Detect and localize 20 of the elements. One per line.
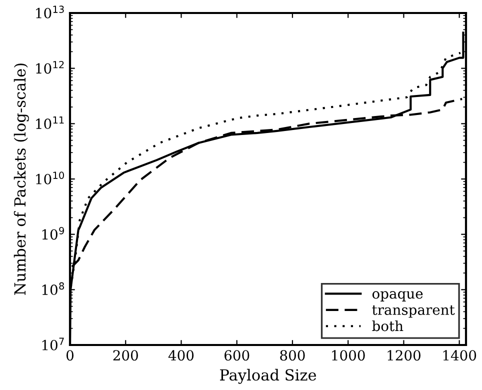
y-tick-label: 10$^{11}$ — [36, 116, 64, 130]
x-tick-label: 400 — [168, 350, 194, 361]
y-tick-label: 10$^{13}$ — [36, 6, 64, 18]
x-tick-label: 200 — [113, 350, 138, 361]
x-tick-label: 1400 — [443, 350, 476, 361]
x-tick-label: 1000 — [332, 350, 365, 361]
y-tick-label: 10$^{7}$ — [42, 338, 64, 350]
y-axis-title: Number of Packets (log-scale) — [14, 64, 29, 295]
y-tick-label: 10$^{12}$ — [36, 60, 64, 74]
y-tick-label: 10$^{8}$ — [42, 282, 64, 296]
y-tick-label: 10$^{9}$ — [42, 226, 64, 240]
x-axis-title: Payload Size — [220, 368, 316, 384]
x-tick-label: 0 — [66, 350, 74, 361]
x-tick-label: 1200 — [388, 350, 420, 361]
legend-label: opaque — [372, 291, 423, 302]
legend-label: transparent — [372, 305, 455, 318]
y-tick-label: 10$^{10}$ — [36, 172, 64, 184]
legend-label: both — [372, 320, 404, 332]
x-tick-label: 800 — [280, 350, 305, 361]
x-tick-label: 600 — [224, 350, 250, 361]
